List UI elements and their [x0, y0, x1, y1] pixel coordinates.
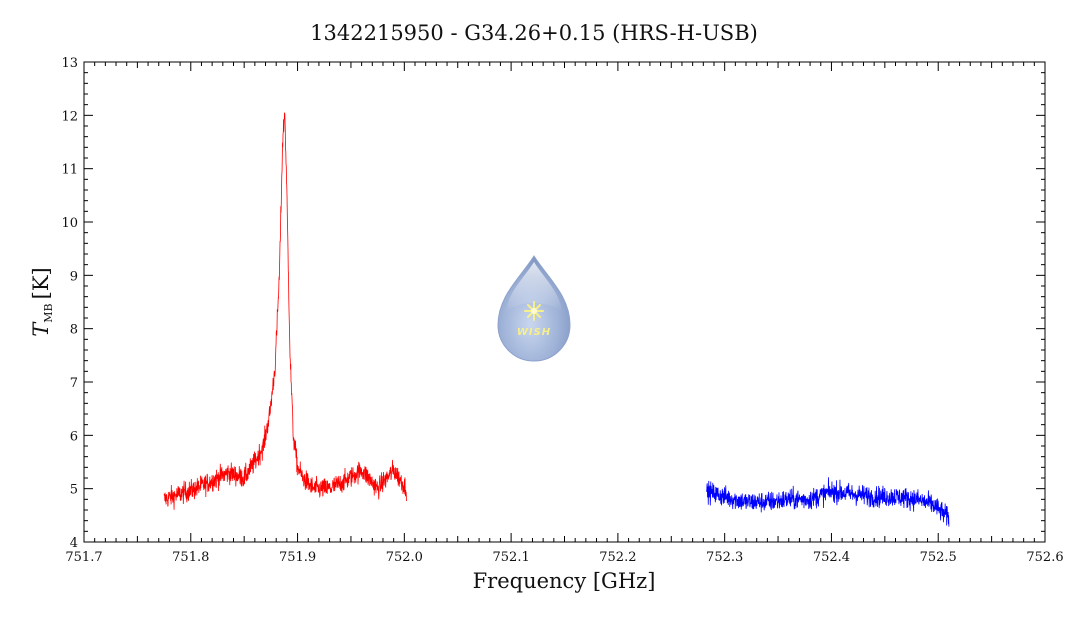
logo-text: WISH	[517, 327, 551, 338]
y-tick-label: 13	[61, 56, 78, 71]
x-tick-label: 752.3	[706, 550, 743, 565]
y-tick-label: 12	[61, 109, 78, 124]
x-tick-label: 751.7	[65, 550, 102, 565]
chart-title: 1342215950 - G34.26+0.15 (HRS-H-USB)	[310, 21, 758, 45]
y-tick-label: 4	[70, 536, 78, 551]
x-tick-label: 751.8	[172, 550, 209, 565]
y-tick-label: 10	[61, 216, 78, 231]
y-axis-label: TMB [K]	[29, 267, 55, 336]
x-tick-label: 752.6	[1026, 550, 1063, 565]
spectrum-series-1	[163, 112, 407, 510]
y-axis-label-main: T	[29, 321, 53, 337]
x-tick-label: 752.2	[599, 550, 636, 565]
x-tick-label: 752.0	[386, 550, 423, 565]
x-tick-label: 752.4	[813, 550, 850, 565]
y-tick-label: 5	[70, 483, 78, 498]
y-tick-label: 6	[70, 429, 78, 444]
plot-frame	[83, 61, 1046, 543]
y-axis-label-sub: MB	[42, 303, 55, 322]
x-tick-label: 751.9	[279, 550, 316, 565]
x-tick-label: 752.5	[920, 550, 957, 565]
y-tick-label: 8	[70, 323, 78, 338]
spectrum-series-2	[706, 477, 950, 527]
y-tick-label: 11	[61, 163, 78, 178]
x-axis-label: Frequency [GHz]	[473, 569, 656, 593]
wish-logo: WISH	[497, 255, 571, 362]
y-axis-label-unit: [K]	[29, 267, 53, 299]
svg-text:TMB[K]: TMB [K]	[29, 267, 55, 336]
y-tick-label: 9	[70, 269, 78, 284]
y-tick-label: 7	[70, 376, 78, 391]
x-tick-label: 752.1	[493, 550, 530, 565]
